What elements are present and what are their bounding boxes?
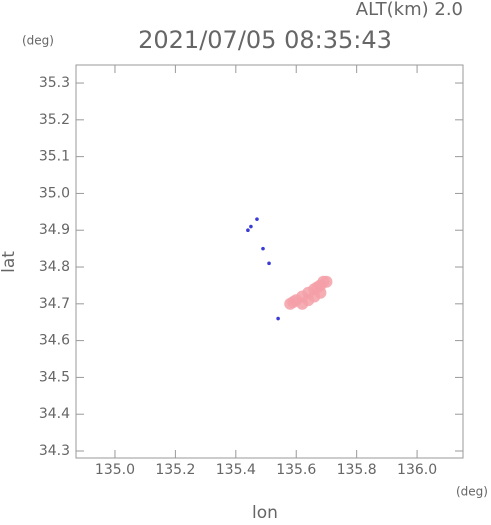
y-tick-label: 35.2 bbox=[39, 112, 70, 128]
data-point bbox=[311, 281, 324, 294]
data-point bbox=[302, 294, 315, 307]
y-tick-label: 34.6 bbox=[39, 333, 70, 349]
y-tick-label: 35.0 bbox=[39, 185, 70, 201]
y-tick-label: 34.8 bbox=[39, 259, 70, 275]
y-tick-label: 34.4 bbox=[39, 406, 70, 422]
data-point bbox=[255, 217, 259, 221]
x-tick-label: 135.6 bbox=[276, 462, 316, 478]
data-point bbox=[276, 316, 280, 321]
x-tick-label: 136.0 bbox=[397, 462, 437, 478]
y-tick-label: 34.3 bbox=[39, 443, 70, 459]
x-unit: (deg) bbox=[456, 485, 488, 499]
data-point bbox=[261, 246, 265, 251]
x-axis-label: lon bbox=[252, 503, 278, 521]
y-unit: (deg) bbox=[22, 34, 54, 48]
y-axis-label: lat bbox=[0, 251, 19, 273]
x-tick-label: 135.2 bbox=[155, 462, 195, 478]
y-tick-label: 34.9 bbox=[39, 222, 70, 238]
altitude-label: ALT(km) 2.0 bbox=[356, 0, 463, 20]
plot-frame bbox=[75, 64, 464, 459]
y-tick-label: 34.7 bbox=[39, 296, 70, 312]
data-point bbox=[320, 275, 333, 288]
x-tick-label: 135.4 bbox=[216, 462, 256, 478]
chart-title: 2021/07/05 08:35:43 bbox=[138, 26, 392, 54]
x-tick-label: 135.8 bbox=[337, 462, 377, 478]
data-point bbox=[246, 228, 250, 233]
x-tick-label: 135.0 bbox=[95, 462, 135, 478]
data-point bbox=[267, 261, 271, 266]
y-tick-label: 35.3 bbox=[39, 75, 70, 91]
y-tick-label: 35.1 bbox=[39, 149, 70, 165]
y-tick-label: 34.5 bbox=[39, 369, 70, 385]
data-point bbox=[249, 224, 253, 229]
data-point bbox=[287, 295, 300, 308]
